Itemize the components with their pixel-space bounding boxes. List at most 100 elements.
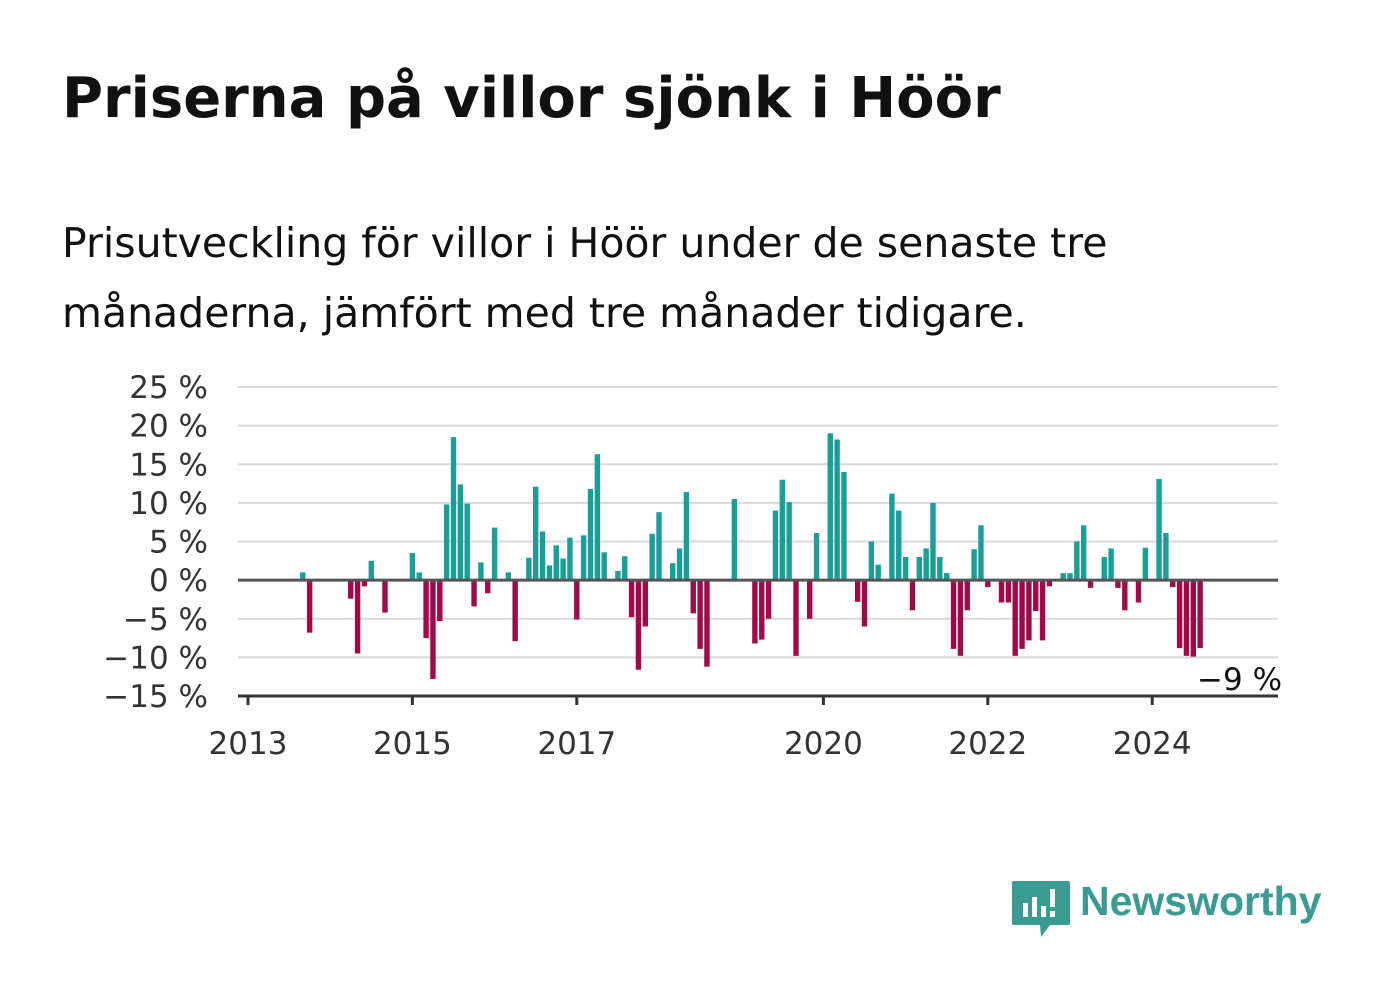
bar <box>834 439 840 581</box>
bar <box>485 580 491 594</box>
bar <box>683 492 690 581</box>
bar <box>1156 478 1162 581</box>
bar <box>580 535 587 581</box>
bar <box>361 580 368 587</box>
bar <box>457 484 464 581</box>
bar <box>601 552 607 581</box>
bar <box>1067 573 1073 581</box>
bar <box>944 573 950 581</box>
bar <box>615 570 621 581</box>
y-tick-label: −5 % <box>123 602 208 638</box>
x-tick-label: 2013 <box>209 726 288 762</box>
bar <box>443 504 450 581</box>
bar <box>464 503 470 581</box>
bar <box>512 580 518 642</box>
bar <box>793 580 799 656</box>
bar <box>574 580 580 620</box>
bar <box>1039 580 1046 641</box>
bar <box>909 580 916 611</box>
bar <box>368 560 374 581</box>
last-value-label: −9 % <box>1197 662 1282 698</box>
y-tick-label: 5 % <box>149 525 208 561</box>
bar <box>354 580 361 654</box>
bar <box>622 556 628 581</box>
bar <box>656 512 662 581</box>
bar <box>478 562 484 581</box>
bar <box>676 548 683 581</box>
bar <box>430 580 436 680</box>
bar <box>649 533 655 581</box>
x-tick-label: 2022 <box>948 726 1027 762</box>
bar <box>553 545 559 581</box>
bar <box>971 549 977 581</box>
bar <box>1012 580 1018 656</box>
bar <box>1087 580 1094 588</box>
bar <box>1101 556 1107 581</box>
bar <box>752 580 758 644</box>
bar <box>539 531 546 581</box>
bar <box>786 502 792 581</box>
bar <box>902 556 909 581</box>
x-tick-label: 2020 <box>784 726 863 762</box>
bar <box>807 580 813 619</box>
bar <box>642 580 648 627</box>
y-tick-label: 15 % <box>129 447 208 483</box>
bar <box>841 471 847 581</box>
x-tick-label: 2024 <box>1113 726 1192 762</box>
y-tick-label: −10 % <box>103 640 208 676</box>
bar <box>1026 580 1032 641</box>
bar <box>861 580 868 627</box>
bar <box>1142 547 1149 581</box>
bar <box>491 527 498 581</box>
bar <box>409 553 416 581</box>
bar <box>731 499 738 581</box>
bar <box>985 580 991 588</box>
y-tick-label: 0 % <box>149 563 208 599</box>
bar <box>937 556 943 581</box>
bar <box>827 433 833 581</box>
bar <box>1163 533 1169 581</box>
bar <box>1108 548 1114 581</box>
bar <box>1019 580 1025 649</box>
bar <box>868 541 875 581</box>
bar <box>998 580 1005 603</box>
x-axis: 2013 2015 2017 2020 2022 2024 <box>209 578 1278 762</box>
bar <box>628 580 635 618</box>
bar <box>635 580 642 670</box>
bar <box>759 580 765 640</box>
bar <box>306 580 313 633</box>
bar <box>779 479 785 581</box>
bar <box>765 580 772 619</box>
x-tick-label: 2017 <box>537 726 616 762</box>
bar <box>950 580 957 649</box>
bar <box>772 510 779 581</box>
bar <box>1122 580 1128 611</box>
chart-subtitle: Prisutveckling för villor i Höör under d… <box>62 219 1108 337</box>
bar <box>1115 580 1121 588</box>
bar <box>587 488 594 581</box>
bar <box>697 580 703 649</box>
y-tick-label: 20 % <box>129 409 208 445</box>
bar <box>916 556 922 581</box>
bar <box>670 563 676 581</box>
bar <box>423 580 429 639</box>
bar <box>1183 580 1190 656</box>
bar <box>1033 580 1039 612</box>
bar <box>567 537 573 581</box>
bar <box>416 572 422 581</box>
bar <box>450 437 457 581</box>
bar <box>1197 580 1203 649</box>
bar <box>1060 573 1066 581</box>
y-tick-label: −15 % <box>103 679 208 715</box>
bar <box>690 580 696 614</box>
bar <box>348 580 354 599</box>
y-axis-tick-labels: −15 %−10 %−5 %0 %5 %10 %15 %20 %25 % <box>103 370 208 715</box>
bar <box>526 557 532 581</box>
bar <box>896 510 902 581</box>
bar <box>1046 580 1053 587</box>
bar <box>1176 580 1183 649</box>
bar <box>1135 580 1142 603</box>
x-tick-label: 2015 <box>373 726 452 762</box>
bar <box>875 564 881 581</box>
